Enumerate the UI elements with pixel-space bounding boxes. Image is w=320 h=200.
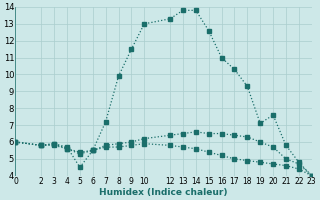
X-axis label: Humidex (Indice chaleur): Humidex (Indice chaleur) [99, 188, 228, 197]
